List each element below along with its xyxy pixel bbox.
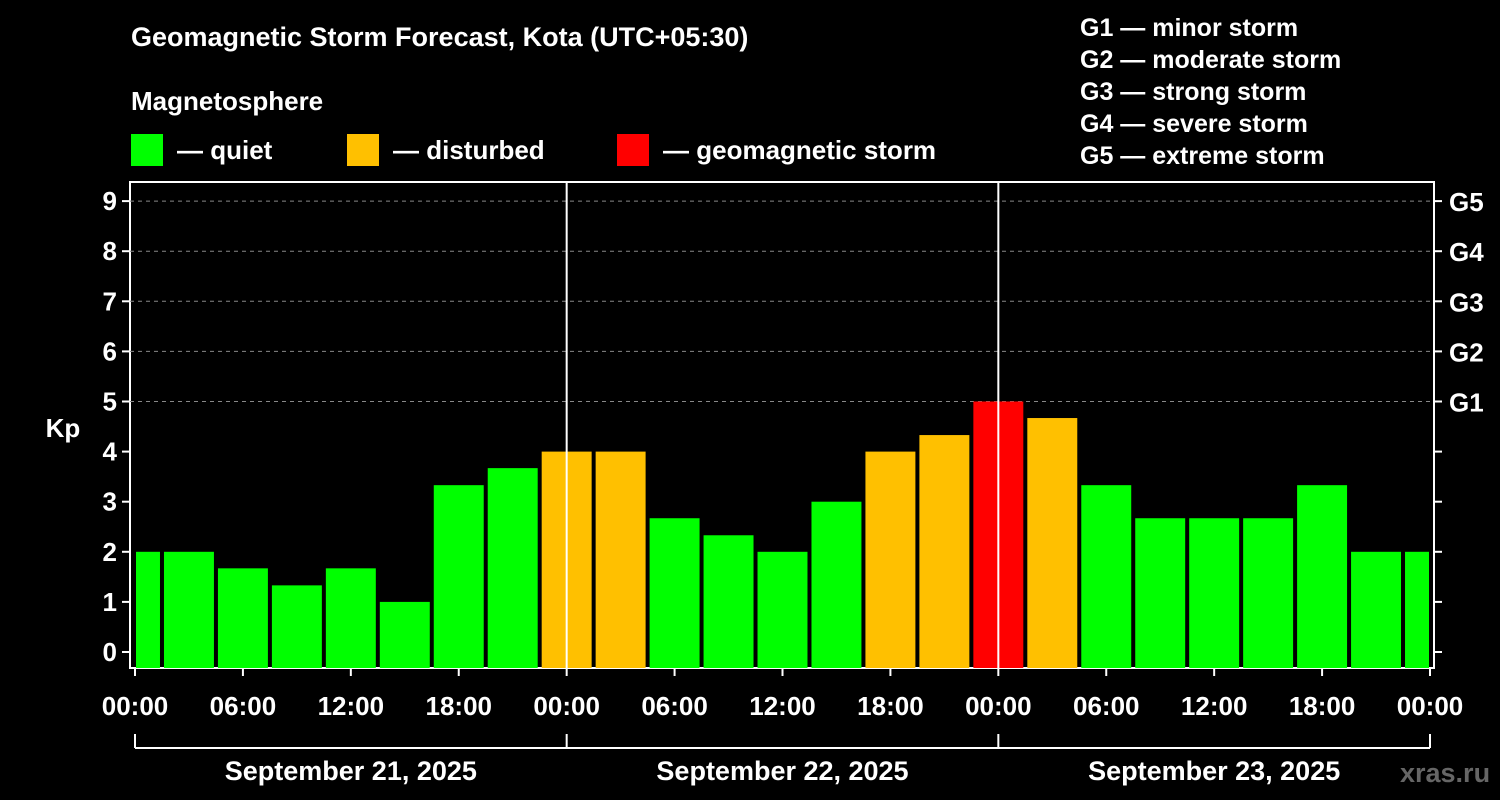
chart-title: Geomagnetic Storm Forecast, Kota (UTC+05… [131, 22, 749, 52]
y-tick-label-1: 1 [103, 587, 117, 617]
magnetosphere-label: Magnetosphere [131, 86, 324, 116]
bar-11 [703, 535, 754, 668]
bar-2 [217, 568, 268, 668]
bar-13 [811, 501, 862, 668]
bar-22 [1297, 485, 1348, 668]
bar-17 [1027, 418, 1078, 668]
bar-14 [865, 451, 916, 668]
x-tick-label-5: 06:00 [641, 691, 708, 721]
y-axis-title: Kp [46, 413, 81, 443]
y-tick-label-7: 7 [103, 286, 117, 316]
g-tick-label-g3: G3 [1449, 287, 1484, 317]
bar-12 [757, 551, 808, 668]
legend-item-disturbed: — disturbed [347, 134, 545, 166]
x-tick-label-10: 12:00 [1181, 691, 1248, 721]
g-scale-g2: G2 — moderate storm [1080, 46, 1342, 74]
x-tick-label-0: 00:00 [102, 691, 169, 721]
x-tick-label-12: 00:00 [1397, 691, 1464, 721]
bar-9 [595, 451, 646, 668]
legend-label-disturbed: — disturbed [393, 134, 545, 165]
bar-6 [433, 485, 484, 668]
bar-21 [1243, 518, 1294, 668]
g-scale-g1: G1 — minor storm [1080, 14, 1299, 42]
y-tick-label-0: 0 [103, 637, 117, 667]
legend-swatch-quiet [131, 134, 163, 166]
legend-label-quiet: — quiet [177, 134, 273, 165]
g-scale-g3: G3 — strong storm [1080, 78, 1307, 106]
x-tick-label-2: 12:00 [318, 691, 385, 721]
legend-swatch-disturbed [347, 134, 379, 166]
bar-5 [379, 601, 430, 668]
legend-item-storm: — geomagnetic storm [617, 134, 936, 166]
bar-0 [136, 551, 160, 668]
legend-label-storm: — geomagnetic storm [663, 134, 937, 165]
bar-10 [649, 518, 700, 668]
x-tick-label-1: 06:00 [210, 691, 277, 721]
day-label-0: September 21, 2025 [225, 756, 477, 786]
bar-18 [1081, 485, 1132, 668]
bar-24 [1405, 551, 1429, 668]
g-tick-label-g5: G5 [1449, 187, 1484, 217]
g-tick-label-g2: G2 [1449, 337, 1484, 367]
y-tick-label-3: 3 [103, 487, 117, 517]
y-tick-label-6: 6 [103, 336, 117, 366]
bar-20 [1189, 518, 1240, 668]
legend-item-quiet: — quiet [131, 134, 272, 166]
bar-7 [487, 468, 538, 668]
x-tick-label-11: 18:00 [1289, 691, 1356, 721]
y-tick-label-5: 5 [103, 387, 117, 417]
x-tick-label-9: 06:00 [1073, 691, 1140, 721]
x-tick-label-7: 18:00 [857, 691, 924, 721]
bar-3 [271, 585, 322, 668]
bar-19 [1135, 518, 1186, 668]
day-label-1: September 22, 2025 [656, 756, 908, 786]
bar-15 [919, 435, 970, 668]
g-scale-g4: G4 — severe storm [1080, 110, 1308, 138]
x-tick-label-4: 00:00 [533, 691, 600, 721]
y-tick-label-2: 2 [103, 537, 117, 567]
x-tick-label-6: 12:00 [749, 691, 816, 721]
g-tick-label-g1: G1 [1449, 388, 1484, 418]
g-scale-g5: G5 — extreme storm [1080, 142, 1325, 170]
x-tick-label-8: 00:00 [965, 691, 1032, 721]
legend-swatch-storm [617, 134, 649, 166]
y-tick-label-8: 8 [103, 236, 117, 266]
g-tick-label-g4: G4 [1449, 237, 1484, 267]
bar-4 [325, 568, 376, 668]
y-tick-label-4: 4 [103, 437, 118, 467]
bar-23 [1351, 551, 1402, 668]
bar-1 [163, 551, 214, 668]
y-tick-label-9: 9 [103, 186, 117, 216]
x-tick-label-3: 18:00 [426, 691, 493, 721]
watermark: xras.ru [1400, 758, 1491, 788]
day-label-2: September 23, 2025 [1088, 756, 1340, 786]
